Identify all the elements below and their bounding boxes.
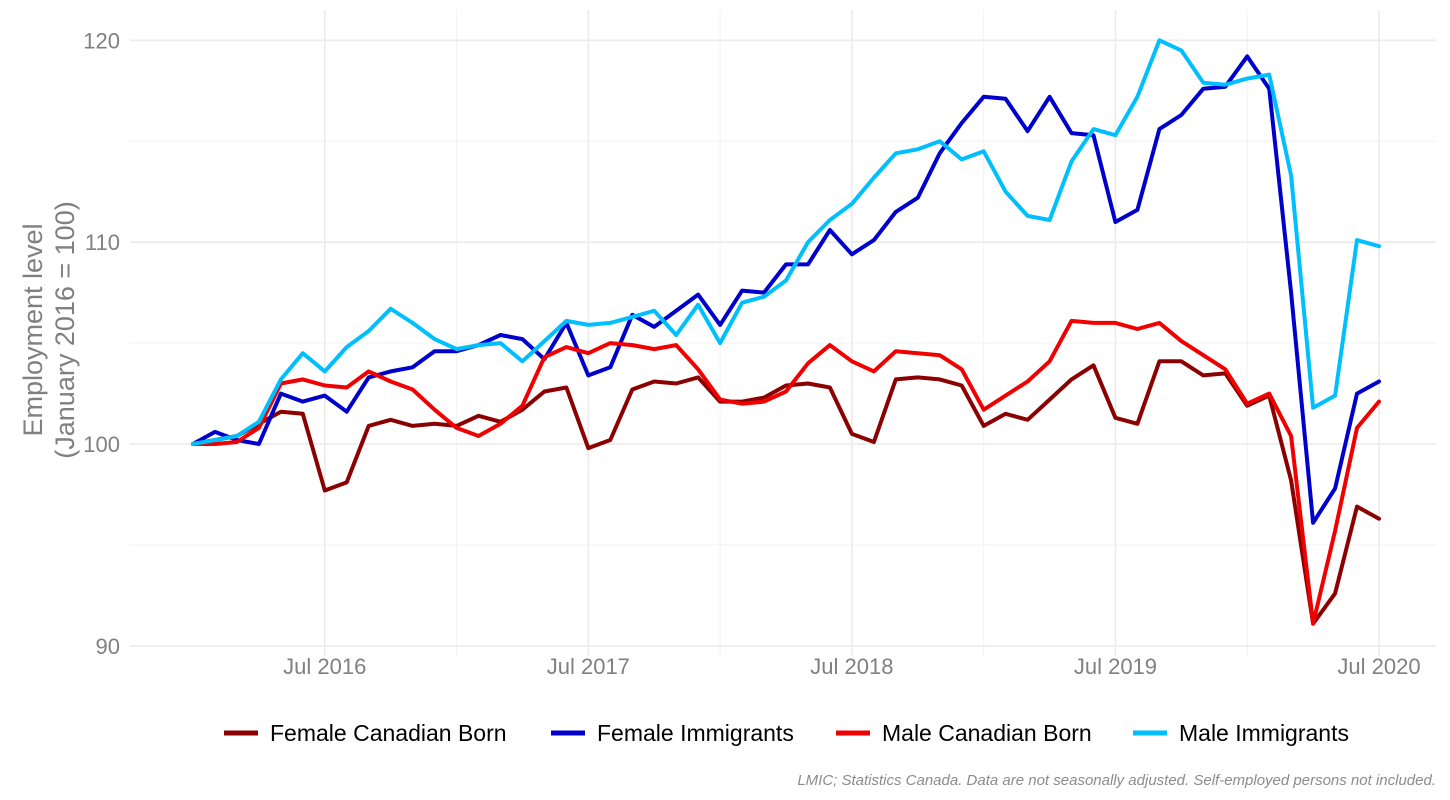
- y-tick-label: 90: [96, 634, 120, 659]
- y-axis-tick-labels: 90 100 110 120: [83, 28, 120, 659]
- legend-label-female-immigrants: Female Immigrants: [597, 720, 794, 746]
- series-line-male-immigrants: [191, 38, 1381, 446]
- x-axis-tick-labels: Jul 2016 Jul 2017 Jul 2018 Jul 2019 Jul 2020: [283, 654, 1420, 679]
- series-line-female-canadian-born: [191, 359, 1381, 626]
- grid-lines: [130, 10, 1436, 656]
- x-tick-label: Jul 2017: [547, 654, 630, 679]
- series-line-female-immigrants: [191, 54, 1381, 525]
- chart-caption: LMIC; Statistics Canada. Data are not se…: [797, 772, 1436, 789]
- legend-label-male-immigrants: Male Immigrants: [1179, 720, 1349, 746]
- x-tick-label: Jul 2016: [283, 654, 366, 679]
- legend-label-male-canadian-born: Male Canadian Born: [882, 720, 1092, 746]
- y-axis-title-line1: Employment level: [18, 223, 48, 436]
- x-tick-label: Jul 2019: [1074, 654, 1157, 679]
- series-line-male-canadian-born: [191, 318, 1381, 626]
- y-tick-label: 110: [85, 230, 120, 255]
- legend-label-female-canadian-born: Female Canadian Born: [270, 720, 507, 746]
- x-tick-label: Jul 2020: [1337, 654, 1420, 679]
- legend: Female Canadian Born Female Immigrants Mal…: [224, 720, 1349, 746]
- series-lines: [191, 38, 1381, 626]
- y-tick-label: 120: [83, 28, 120, 53]
- y-tick-label: 100: [83, 432, 120, 457]
- y-axis-title-line2: (January 2016 = 100): [50, 201, 80, 458]
- x-tick-label: Jul 2018: [810, 654, 893, 679]
